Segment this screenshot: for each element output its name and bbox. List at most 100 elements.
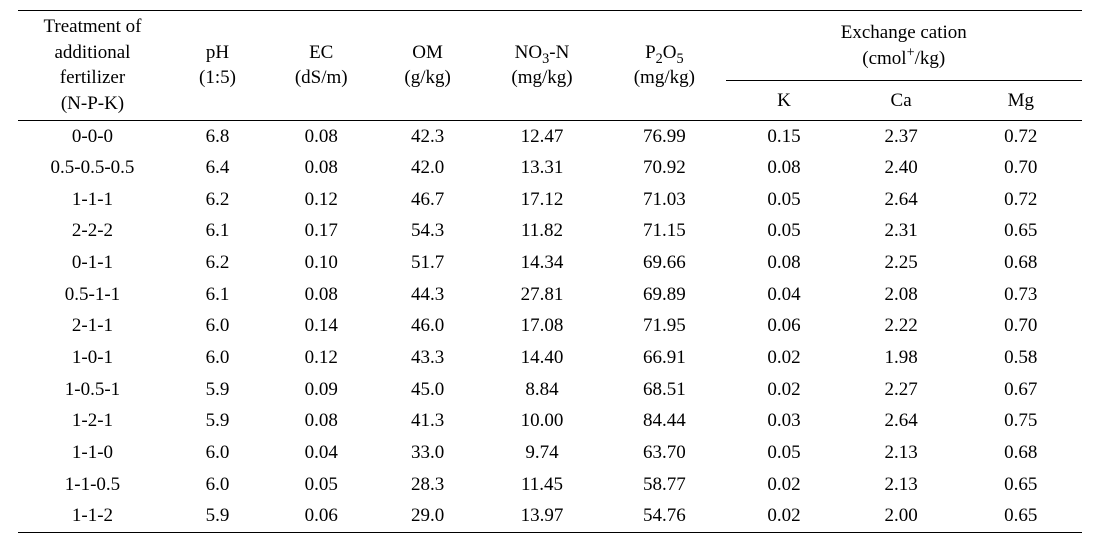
cell-k: 0.02 [726,342,843,374]
hdr-treatment-l2: additional [54,42,130,63]
table-row: 1-1-06.00.0433.09.7463.700.052.130.68 [18,437,1082,469]
hdr-om: OM (g/kg) [374,11,480,121]
cell-ca: 2.22 [843,310,960,342]
hdr-ec: EC (dS/m) [268,11,374,121]
hdr-ph-l1: pH [206,42,229,63]
cell-mg: 0.70 [960,152,1082,184]
soil-properties-table: Treatment of additional fertilizer (N-P-… [18,10,1082,533]
cell-k: 0.06 [726,310,843,342]
hdr-no3n-tail: -N [549,42,569,63]
hdr-treatment-l4: (N-P-K) [61,93,124,114]
cell-mg: 0.73 [960,279,1082,311]
table-header: Treatment of additional fertilizer (N-P-… [18,11,1082,121]
cell-no3n: 9.74 [481,437,603,469]
hdr-treatment: Treatment of additional fertilizer (N-P-… [18,11,167,121]
cell-treat: 2-1-1 [18,310,167,342]
cell-ca: 1.98 [843,342,960,374]
cell-p2o5: 68.51 [603,374,725,406]
cell-ph: 6.0 [167,310,268,342]
table-row: 0.5-0.5-0.56.40.0842.013.3170.920.082.40… [18,152,1082,184]
cell-om: 46.0 [374,310,480,342]
cell-treat: 1-1-2 [18,500,167,532]
cell-mg: 0.58 [960,342,1082,374]
cell-ca: 2.31 [843,215,960,247]
cell-treat: 1-2-1 [18,405,167,437]
cell-p2o5: 76.99 [603,120,725,152]
cell-k: 0.15 [726,120,843,152]
hdr-no3n-pre: NO [515,42,542,63]
hdr-exchange-l1: Exchange cation [841,22,967,43]
cell-ca: 2.64 [843,405,960,437]
hdr-exchange-l2b: /kg) [915,48,946,69]
cell-om: 33.0 [374,437,480,469]
table-row: 1-0-16.00.1243.314.4066.910.021.980.58 [18,342,1082,374]
cell-ec: 0.04 [268,437,374,469]
hdr-no3n: NO3-N (mg/kg) [481,11,603,121]
cell-ec: 0.05 [268,469,374,501]
hdr-mg: Mg [960,81,1082,120]
cell-treat: 0.5-0.5-0.5 [18,152,167,184]
cell-ec: 0.10 [268,247,374,279]
cell-no3n: 14.40 [481,342,603,374]
cell-no3n: 27.81 [481,279,603,311]
cell-om: 28.3 [374,469,480,501]
hdr-p2o5-pre: P [645,42,656,63]
cell-no3n: 8.84 [481,374,603,406]
cell-p2o5: 71.15 [603,215,725,247]
cell-treat: 1-0.5-1 [18,374,167,406]
cell-ec: 0.12 [268,184,374,216]
cell-ec: 0.06 [268,500,374,532]
table-row: 1-0.5-15.90.0945.08.8468.510.022.270.67 [18,374,1082,406]
cell-om: 41.3 [374,405,480,437]
cell-k: 0.05 [726,184,843,216]
cell-p2o5: 70.92 [603,152,725,184]
cell-no3n: 13.31 [481,152,603,184]
table-row: 0-1-16.20.1051.714.3469.660.082.250.68 [18,247,1082,279]
cell-om: 42.3 [374,120,480,152]
hdr-p2o5-sub1: 2 [656,50,663,66]
cell-ec: 0.09 [268,374,374,406]
cell-p2o5: 63.70 [603,437,725,469]
hdr-ph: pH (1:5) [167,11,268,121]
cell-mg: 0.65 [960,215,1082,247]
hdr-om-l1: OM [412,42,443,63]
cell-ec: 0.08 [268,405,374,437]
cell-p2o5: 54.76 [603,500,725,532]
cell-ca: 2.64 [843,184,960,216]
cell-ec: 0.08 [268,120,374,152]
cell-ph: 5.9 [167,374,268,406]
cell-no3n: 11.82 [481,215,603,247]
hdr-om-l2: (g/kg) [404,67,450,88]
cell-mg: 0.75 [960,405,1082,437]
cell-ph: 5.9 [167,405,268,437]
cell-ph: 6.2 [167,247,268,279]
hdr-treatment-l3: fertilizer [60,67,125,88]
cell-ec: 0.08 [268,152,374,184]
cell-p2o5: 69.66 [603,247,725,279]
cell-mg: 0.67 [960,374,1082,406]
cell-k: 0.02 [726,500,843,532]
cell-ph: 6.2 [167,184,268,216]
cell-ca: 2.13 [843,469,960,501]
cell-k: 0.05 [726,437,843,469]
cell-ca: 2.08 [843,279,960,311]
cell-ec: 0.12 [268,342,374,374]
table-row: 0.5-1-16.10.0844.327.8169.890.042.080.73 [18,279,1082,311]
hdr-p2o5-unit: (mg/kg) [634,67,695,88]
hdr-no3n-unit: (mg/kg) [511,67,572,88]
cell-mg: 0.65 [960,469,1082,501]
cell-k: 0.04 [726,279,843,311]
cell-ph: 6.0 [167,469,268,501]
cell-p2o5: 69.89 [603,279,725,311]
cell-no3n: 10.00 [481,405,603,437]
cell-k: 0.08 [726,247,843,279]
cell-p2o5: 58.77 [603,469,725,501]
cell-ph: 6.1 [167,215,268,247]
cell-ph: 6.4 [167,152,268,184]
cell-ph: 5.9 [167,500,268,532]
cell-k: 0.05 [726,215,843,247]
cell-ph: 6.8 [167,120,268,152]
cell-mg: 0.65 [960,500,1082,532]
cell-treat: 1-1-1 [18,184,167,216]
cell-ca: 2.27 [843,374,960,406]
